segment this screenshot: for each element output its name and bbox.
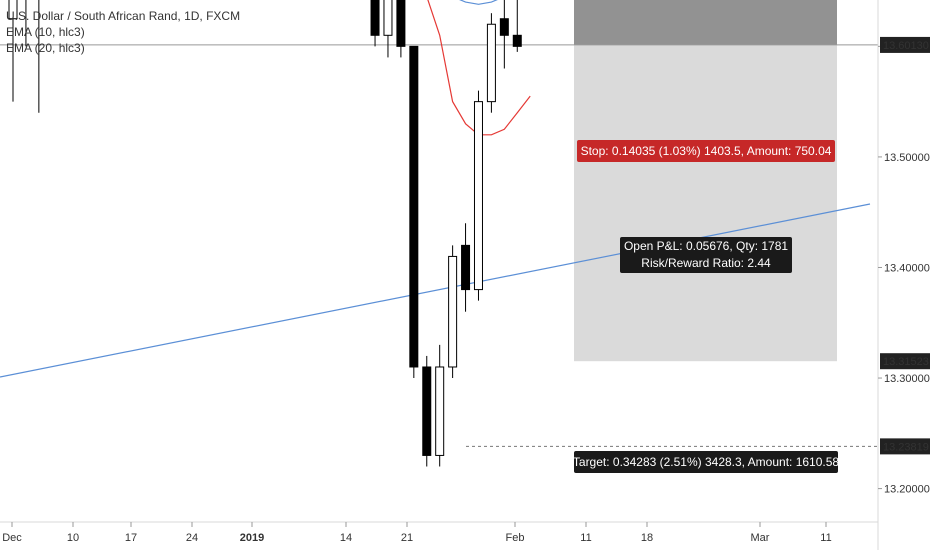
candle[interactable] <box>8 0 18 102</box>
price-axis[interactable]: 14.0000013.9000013.8000013.7000013.60000… <box>877 0 932 550</box>
ema-fast-line[interactable] <box>298 0 531 136</box>
candle-body <box>486 23 496 103</box>
candle[interactable] <box>383 0 393 58</box>
candle[interactable] <box>473 90 483 301</box>
price-label: 13.60130 <box>883 40 929 52</box>
price-label-box <box>880 438 930 455</box>
position-zones <box>574 0 837 362</box>
price-label-box <box>880 36 930 53</box>
price-tick-label: 13.50000 <box>884 152 930 164</box>
candle-body <box>499 18 509 36</box>
date-tick-label: 10 <box>67 532 79 544</box>
risk-reward-label: Risk/Reward Ratio: 2.44 <box>641 256 771 270</box>
position-labels: Stop: 0.14035 (1.03%) 1403.5, Amount: 75… <box>573 140 840 473</box>
ema-slow-line[interactable] <box>298 0 518 5</box>
ema-slow-label[interactable]: EMA (20, hlc3) <box>6 41 85 55</box>
candle[interactable] <box>422 355 432 467</box>
candle[interactable] <box>486 13 496 113</box>
date-tick-label: Feb <box>506 532 525 544</box>
candle[interactable] <box>448 245 458 379</box>
price-label-box <box>880 353 930 370</box>
date-tick-label: 21 <box>401 532 413 544</box>
open-pnl-zone[interactable] <box>574 0 837 45</box>
stop-label: Stop: 0.14035 (1.03%) 1403.5, Amount: 75… <box>581 144 832 158</box>
date-tick-label: 17 <box>125 532 137 544</box>
chart-legend: U.S. Dollar / South African Rand, 1D, FX… <box>6 8 240 56</box>
candle-body <box>473 101 483 291</box>
date-tick-label: 24 <box>186 532 198 544</box>
date-tick-label: Dec <box>2 532 22 544</box>
stop-label-box <box>577 140 835 162</box>
candles <box>8 0 522 467</box>
date-axis[interactable]: Dec 10 17 24 2019 14 21 Feb 11 18 Mar 11 <box>0 521 878 544</box>
date-tick-label: 14 <box>340 532 352 544</box>
date-tick-label: 11 <box>580 532 591 544</box>
candle-body <box>461 244 471 291</box>
candle[interactable] <box>499 0 509 69</box>
candle-body <box>383 0 393 36</box>
candle-body <box>8 0 18 20</box>
price-axis-background <box>878 0 932 550</box>
symbol-title[interactable]: U.S. Dollar / South African Rand, 1D, FX… <box>6 9 241 23</box>
candle[interactable] <box>435 344 445 467</box>
candle-body <box>396 0 406 47</box>
target-label-box <box>574 451 838 473</box>
ema-fast-label[interactable]: EMA (10, hlc3) <box>6 25 85 39</box>
candle[interactable] <box>22 0 30 47</box>
candle-body <box>409 45 419 368</box>
candle[interactable] <box>512 0 522 52</box>
pnl-label: Open P&L: 0.05676, Qty: 1781 <box>624 239 788 253</box>
date-tick-label: 2019 <box>240 532 264 544</box>
candle[interactable] <box>35 0 43 113</box>
ema-lines <box>298 0 531 136</box>
price-label: 13.23819 <box>883 441 929 453</box>
price-tick-label: 13.20000 <box>884 484 930 496</box>
target-label: Target: 0.34283 (2.51%) 3428.3, Amount: … <box>573 455 840 469</box>
date-tick-label: Mar <box>751 532 770 544</box>
candle-body <box>370 0 380 36</box>
price-tick-label: 13.40000 <box>884 262 930 274</box>
trendline <box>0 203 871 378</box>
horizontal-levels <box>0 44 878 447</box>
candle-body <box>448 255 458 368</box>
date-tick-label: 11 <box>820 532 831 544</box>
candle-body <box>512 34 522 47</box>
price-label: 13.31523 <box>883 356 929 368</box>
candle[interactable] <box>409 45 419 379</box>
date-tick-label: 18 <box>641 532 653 544</box>
candle-body <box>422 366 432 456</box>
target-zone[interactable] <box>574 0 837 362</box>
price-tick-label: 13.30000 <box>884 373 930 385</box>
pnl-label-box <box>620 237 792 273</box>
candle[interactable] <box>396 0 406 58</box>
candle-body <box>435 366 445 456</box>
ascending-trendline[interactable] <box>0 203 871 378</box>
candle[interactable] <box>461 223 471 312</box>
candle[interactable] <box>370 0 380 47</box>
